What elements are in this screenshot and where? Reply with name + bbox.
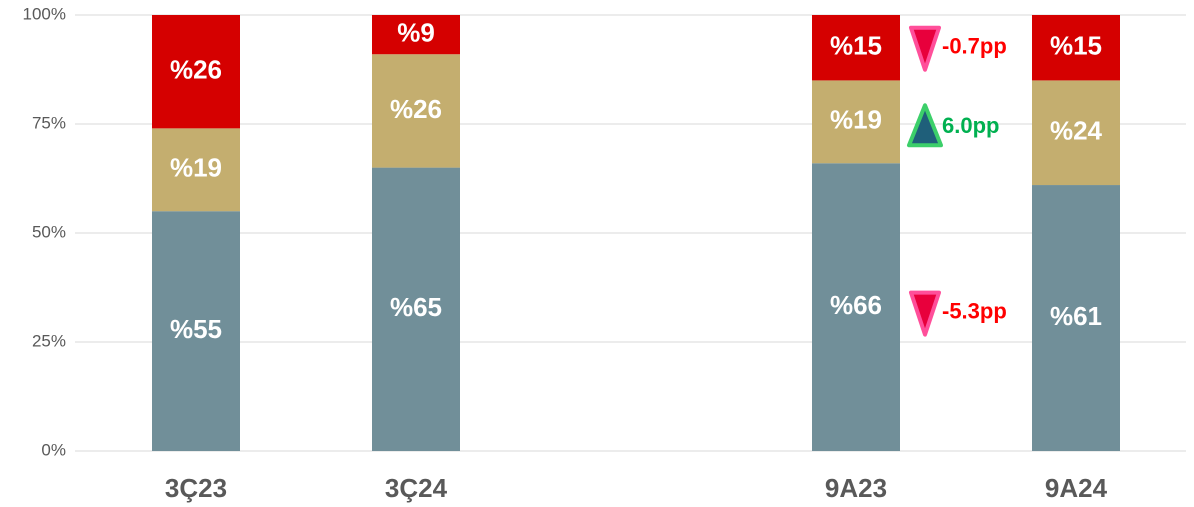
bar-segment [152, 128, 240, 212]
data-label: %66 [830, 290, 882, 320]
change-arrow [907, 103, 943, 148]
change-arrow [909, 290, 941, 337]
data-label: %19 [830, 105, 882, 135]
data-label: %9 [397, 17, 435, 47]
bar-segment [1032, 80, 1120, 186]
change-label: -5.3pp [942, 298, 1007, 323]
data-label: %55 [170, 314, 222, 344]
y-tick-label: 100% [23, 4, 66, 23]
data-label: %26 [390, 94, 442, 124]
bar-segment [1032, 185, 1120, 452]
y-tick-label: 50% [32, 222, 66, 241]
data-label: %24 [1050, 116, 1103, 146]
data-label: %65 [390, 292, 442, 322]
y-tick-label: 0% [41, 440, 66, 459]
change-label: 6.0pp [942, 113, 999, 138]
bar-segment [152, 15, 240, 129]
bar-segment [372, 15, 460, 55]
x-tick-label: 9A23 [825, 473, 887, 503]
y-tick-label: 25% [32, 331, 66, 350]
bar-segment [372, 167, 460, 451]
bar-segment [372, 54, 460, 168]
bar-segment [812, 163, 900, 452]
data-label: %19 [170, 153, 222, 183]
change-label: -0.7pp [942, 34, 1007, 59]
data-label: %61 [1050, 301, 1102, 331]
x-tick-label: 9A24 [1045, 473, 1108, 503]
bar-segment [812, 15, 900, 81]
data-label: %26 [170, 55, 222, 85]
bar-segment [812, 80, 900, 164]
x-tick-label: 3Ç24 [385, 473, 448, 503]
bar-segment [152, 211, 240, 451]
change-arrow [909, 25, 941, 72]
data-label: %15 [830, 31, 882, 61]
x-tick-label: 3Ç23 [165, 473, 227, 503]
data-label: %15 [1050, 31, 1102, 61]
bar-segment [1032, 15, 1120, 81]
y-tick-label: 75% [32, 113, 66, 132]
